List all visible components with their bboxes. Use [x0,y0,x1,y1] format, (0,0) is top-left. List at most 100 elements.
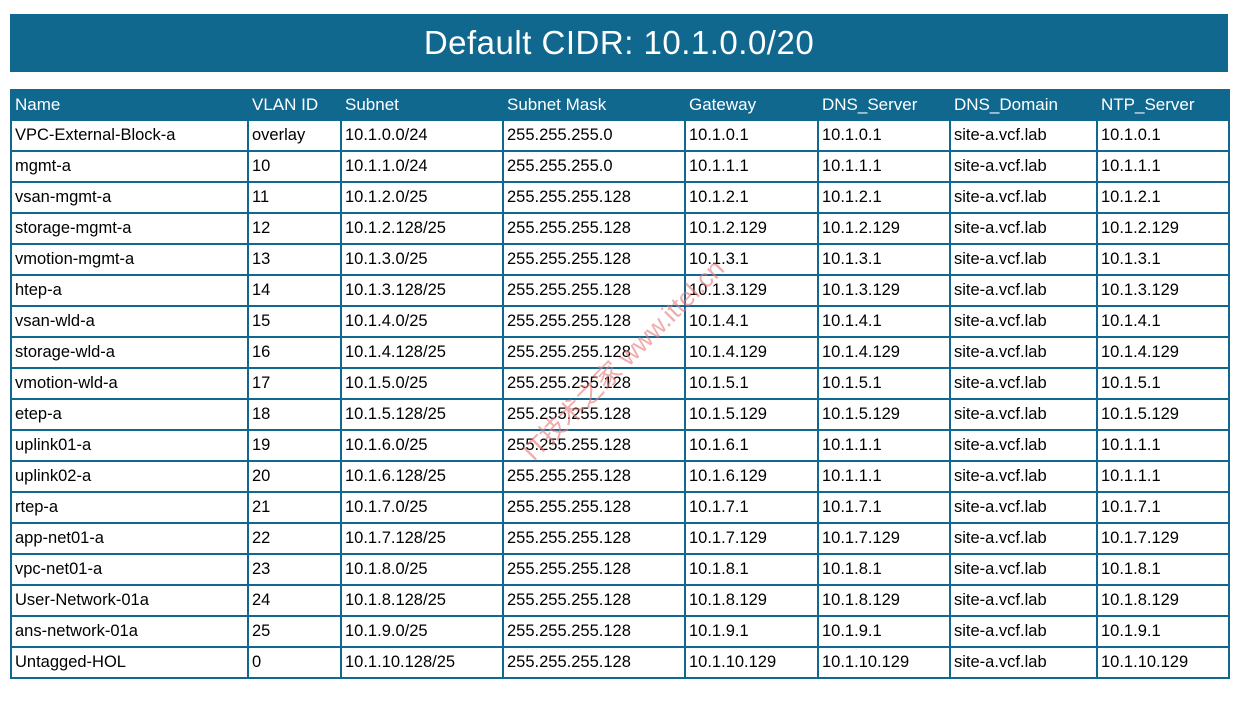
table-cell: site-a.vcf.lab [949,398,1098,431]
table-cell: site-a.vcf.lab [949,460,1098,493]
table-cell: 10.1.1.1 [817,460,951,493]
table-cell: 19 [247,429,342,462]
table-cell: 10.1.5.1 [1096,367,1230,400]
table-cell: 255.255.255.128 [502,646,686,679]
table-row: Untagged-HOL 0 10.1.10.128/25 255.255.255.1… [10,646,1230,679]
table-cell: 255.255.255.128 [502,181,686,214]
table-cell: overlay [247,119,342,152]
table-cell: 10.1.5.129 [684,398,819,431]
column-header: NTP_Server [1096,89,1230,121]
table-cell: VPC-External-Block-a [10,119,249,152]
table-cell: 10.1.2.128/25 [340,212,504,245]
table-cell: 10.1.9.0/25 [340,615,504,648]
table-cell: vmotion-mgmt-a [10,243,249,276]
header-row: Name VLAN ID Subnet Subnet Mask Gateway DNS_S… [10,89,1230,121]
table-cell: 10.1.4.0/25 [340,305,504,338]
table-cell: 255.255.255.128 [502,305,686,338]
table-cell: 17 [247,367,342,400]
table-cell: 255.255.255.128 [502,336,686,369]
table-cell: 255.255.255.128 [502,367,686,400]
table-cell: site-a.vcf.lab [949,305,1098,338]
table-cell: 20 [247,460,342,493]
table-cell: 10.1.8.1 [684,553,819,586]
table-cell: uplink01-a [10,429,249,462]
table-cell: 10.1.3.1 [684,243,819,276]
table-cell: 10.1.6.0/25 [340,429,504,462]
table-cell: site-a.vcf.lab [949,150,1098,183]
table-cell: 0 [247,646,342,679]
table-cell: 255.255.255.128 [502,553,686,586]
table-cell: 255.255.255.128 [502,274,686,307]
table-cell: 10.1.5.128/25 [340,398,504,431]
table-cell: 10.1.1.1 [1096,150,1230,183]
table-cell: 10 [247,150,342,183]
network-table: Name VLAN ID Subnet Subnet Mask Gateway DNS_S… [10,89,1230,679]
table-cell: 255.255.255.128 [502,615,686,648]
table-cell: 10.1.7.0/25 [340,491,504,524]
table-cell: 10.1.4.129 [684,336,819,369]
table-cell: 22 [247,522,342,555]
table-row: uplink01-a 19 10.1.6.0/25 255.255.255.128 10… [10,429,1230,462]
table-cell: site-a.vcf.lab [949,243,1098,276]
table-cell: 10.1.4.129 [1096,336,1230,369]
table-cell: 10.1.9.1 [1096,615,1230,648]
table-cell: site-a.vcf.lab [949,119,1098,152]
table-cell: 255.255.255.128 [502,522,686,555]
table-cell: 10.1.8.1 [1096,553,1230,586]
table-row: VPC-External-Block-a overlay 10.1.0.0/24 25… [10,119,1230,152]
table-cell: 10.1.5.0/25 [340,367,504,400]
default-cidr-title: Default CIDR: 10.1.0.0/20 [10,14,1228,72]
table-cell: rtep-a [10,491,249,524]
table-cell: 255.255.255.128 [502,491,686,524]
table-cell: 10.1.9.1 [817,615,951,648]
table-cell: 10.1.10.129 [1096,646,1230,679]
column-header: DNS_Domain [949,89,1098,121]
table-cell: 10.1.3.129 [684,274,819,307]
table-row: ans-network-01a 25 10.1.9.0/25 255.255.255.… [10,615,1230,648]
table-cell: 13 [247,243,342,276]
table-cell: 255.255.255.128 [502,212,686,245]
table-cell: site-a.vcf.lab [949,212,1098,245]
table-cell: 10.1.1.1 [1096,460,1230,493]
table-cell: 255.255.255.0 [502,150,686,183]
table-cell: vsan-mgmt-a [10,181,249,214]
table-cell: site-a.vcf.lab [949,646,1098,679]
table-cell: 10.1.4.1 [817,305,951,338]
table-row: uplink02-a 20 10.1.6.128/25 255.255.255.128… [10,460,1230,493]
table-cell: 10.1.8.128/25 [340,584,504,617]
table-cell: 10.1.4.129 [817,336,951,369]
table-cell: site-a.vcf.lab [949,522,1098,555]
table-cell: site-a.vcf.lab [949,584,1098,617]
table-row: storage-wld-a 16 10.1.4.128/25 255.255.255.… [10,336,1230,369]
table-cell: 10.1.9.1 [684,615,819,648]
table-cell: site-a.vcf.lab [949,553,1098,586]
table-row: User-Network-01a 24 10.1.8.128/25 255.255.2… [10,584,1230,617]
table-cell: 255.255.255.128 [502,243,686,276]
table-cell: 10.1.2.129 [1096,212,1230,245]
table-cell: 10.1.7.129 [1096,522,1230,555]
table-cell: 10.1.3.128/25 [340,274,504,307]
table-cell: 10.1.3.129 [817,274,951,307]
column-header: Gateway [684,89,819,121]
table-cell: 23 [247,553,342,586]
table-cell: 10.1.0.1 [1096,119,1230,152]
table-cell: 18 [247,398,342,431]
table-cell: vpc-net01-a [10,553,249,586]
table-cell: 10.1.1.1 [817,150,951,183]
table-cell: 10.1.1.0/24 [340,150,504,183]
table-cell: 10.1.2.1 [1096,181,1230,214]
table-cell: 11 [247,181,342,214]
table-cell: 10.1.1.1 [817,429,951,462]
table-row: vmotion-wld-a 17 10.1.5.0/25 255.255.255.12… [10,367,1230,400]
table-header: Name VLAN ID Subnet Subnet Mask Gateway DNS_S… [10,89,1230,121]
table-row: mgmt-a 10 10.1.1.0/24 255.255.255.0 10.1.1.1… [10,150,1230,183]
column-header: DNS_Server [817,89,951,121]
table-cell: 10.1.10.128/25 [340,646,504,679]
column-header: Subnet [340,89,504,121]
table-cell: 10.1.7.128/25 [340,522,504,555]
table-cell: vsan-wld-a [10,305,249,338]
table-cell: 10.1.2.129 [684,212,819,245]
table-cell: 10.1.8.0/25 [340,553,504,586]
table-cell: 15 [247,305,342,338]
table-cell: 255.255.255.128 [502,429,686,462]
